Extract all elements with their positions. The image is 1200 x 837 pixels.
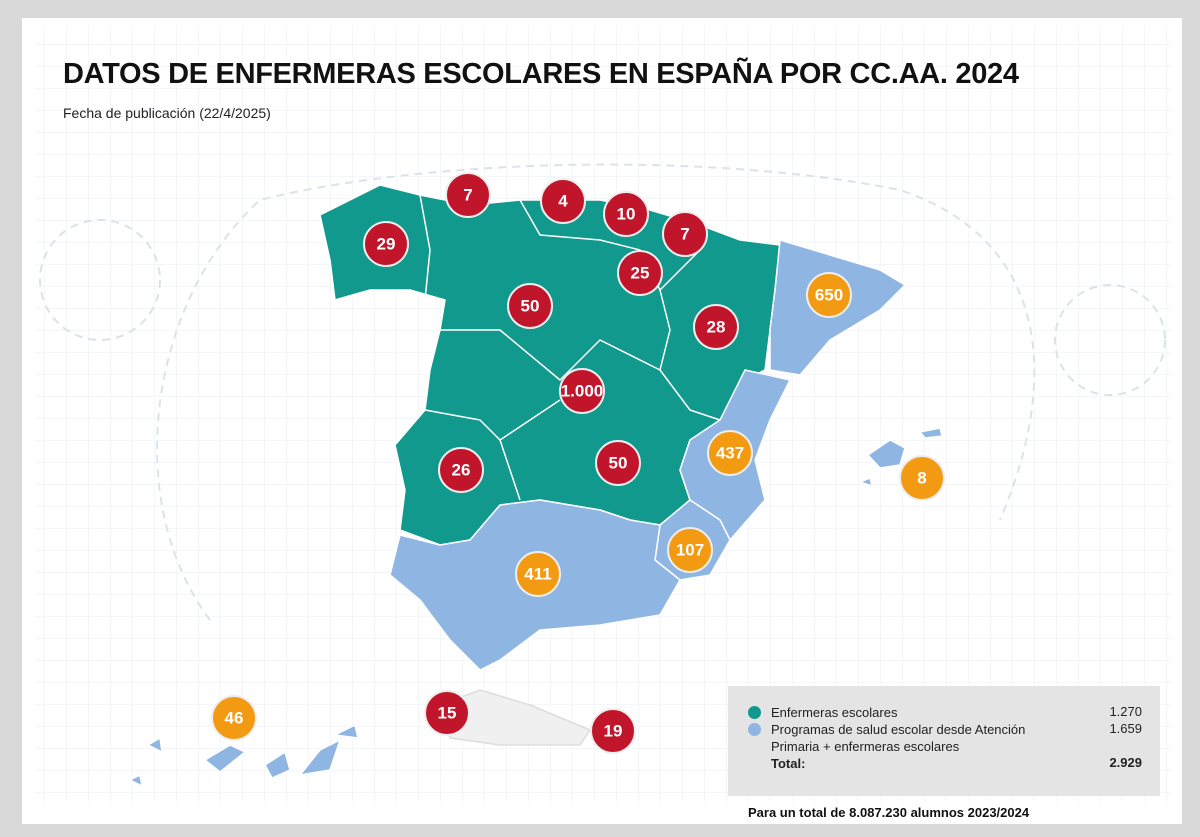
marker-circle xyxy=(603,191,649,237)
marker: 4 xyxy=(540,178,586,224)
marker: 25 xyxy=(617,250,663,296)
marker: 7 xyxy=(445,172,491,218)
legend-swatch xyxy=(748,723,761,736)
marker-label: 50 xyxy=(609,454,628,473)
marker-circle xyxy=(363,221,409,267)
total-label: Total: xyxy=(771,756,806,771)
marker-label: 15 xyxy=(438,704,457,723)
legend-item: Enfermeras escolares 1.270 xyxy=(748,704,1142,721)
footnote: Para un total de 8.087.230 alumnos 2023/… xyxy=(748,805,1030,820)
marker: 50 xyxy=(507,283,553,329)
marker: 15 xyxy=(424,690,470,736)
marker: 650 xyxy=(806,272,852,318)
legend-value: 1.270 xyxy=(1109,704,1142,719)
total-value: 2.929 xyxy=(1109,755,1142,770)
legend-item: Programas de salud escolar desde Atenció… xyxy=(748,721,1142,755)
marker: 107 xyxy=(667,527,713,573)
marker-circle xyxy=(559,368,605,414)
marker: 8 xyxy=(899,455,945,501)
marker-label: 8 xyxy=(917,469,926,488)
marker-circle xyxy=(211,695,257,741)
region-blue xyxy=(129,724,359,787)
marker-label: 1.000 xyxy=(561,382,604,401)
marker: 10 xyxy=(603,191,649,237)
legend-swatch xyxy=(748,706,761,719)
marker-label: 28 xyxy=(707,318,726,337)
marker-label: 7 xyxy=(680,225,689,244)
marker-circle xyxy=(540,178,586,224)
marker: 28 xyxy=(693,304,739,350)
marker-label: 50 xyxy=(521,297,540,316)
legend: Enfermeras escolares 1.270 Programas de … xyxy=(728,686,1160,796)
marker-circle xyxy=(590,708,636,754)
marker-circle xyxy=(445,172,491,218)
legend-label: Enfermeras escolares xyxy=(771,705,898,720)
marker-circle xyxy=(667,527,713,573)
region-blue xyxy=(859,427,943,487)
marker: 26 xyxy=(438,447,484,493)
marker-label: 437 xyxy=(716,444,744,463)
marker: 7 xyxy=(662,211,708,257)
marker-circle xyxy=(424,690,470,736)
title: DATOS DE ENFERMERAS ESCOLARES EN ESPAÑA … xyxy=(63,58,1019,90)
marker-label: 19 xyxy=(604,722,623,741)
subtitle: Fecha de publicación (22/4/2025) xyxy=(63,105,271,121)
legend-total: Total: 2.929 xyxy=(771,755,1142,772)
marker-circle xyxy=(507,283,553,329)
marker: 50 xyxy=(595,440,641,486)
marker-circle xyxy=(899,455,945,501)
marker-circle xyxy=(806,272,852,318)
marker-label: 650 xyxy=(815,286,843,305)
marker-circle xyxy=(438,447,484,493)
marker-label: 107 xyxy=(676,541,704,560)
marker: 411 xyxy=(515,551,561,597)
marker-label: 46 xyxy=(225,709,244,728)
marker-label: 411 xyxy=(524,565,551,584)
marker-circle xyxy=(662,211,708,257)
marker-circle xyxy=(617,250,663,296)
marker-label: 25 xyxy=(631,264,650,283)
marker-circle xyxy=(693,304,739,350)
marker: 437 xyxy=(707,430,753,476)
decoration xyxy=(39,163,1166,621)
marker: 29 xyxy=(363,221,409,267)
legend-label: Programas de salud escolar desde Atenció… xyxy=(771,722,1026,754)
marker: 19 xyxy=(590,708,636,754)
marker-label: 26 xyxy=(452,461,471,480)
marker-label: 4 xyxy=(558,192,568,211)
marker-label: 10 xyxy=(617,205,636,224)
marker-circle xyxy=(707,430,753,476)
marker-circle xyxy=(515,551,561,597)
marker-label: 29 xyxy=(377,235,396,254)
legend-value: 1.659 xyxy=(1109,721,1142,736)
marker: 1.000 xyxy=(559,368,605,414)
marker-circle xyxy=(595,440,641,486)
marker-label: 7 xyxy=(463,186,472,205)
region-ceuta-melilla xyxy=(439,689,591,746)
marker: 46 xyxy=(211,695,257,741)
